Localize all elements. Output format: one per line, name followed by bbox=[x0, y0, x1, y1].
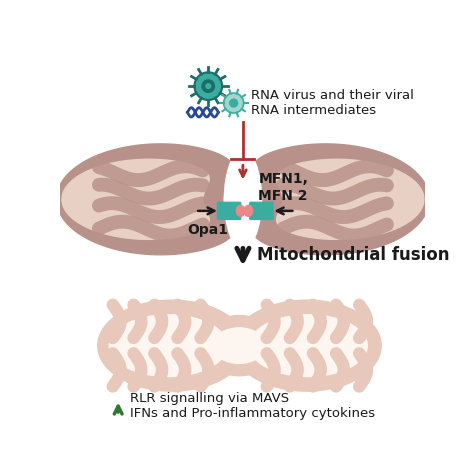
FancyBboxPatch shape bbox=[249, 201, 273, 220]
Ellipse shape bbox=[197, 315, 282, 376]
Text: RNA virus and their viral
RNA intermediates: RNA virus and their viral RNA intermedia… bbox=[251, 89, 414, 117]
Ellipse shape bbox=[212, 327, 266, 364]
FancyBboxPatch shape bbox=[217, 201, 241, 220]
Text: Mitochondrial fusion: Mitochondrial fusion bbox=[257, 246, 449, 264]
Circle shape bbox=[205, 83, 211, 89]
Ellipse shape bbox=[236, 205, 246, 217]
Polygon shape bbox=[277, 159, 424, 239]
Ellipse shape bbox=[97, 300, 247, 392]
Ellipse shape bbox=[232, 300, 382, 392]
Polygon shape bbox=[62, 159, 209, 239]
Circle shape bbox=[229, 99, 238, 108]
Ellipse shape bbox=[224, 149, 262, 249]
Circle shape bbox=[201, 79, 215, 93]
Circle shape bbox=[224, 93, 244, 113]
Text: MFN1,
MFN 2: MFN1, MFN 2 bbox=[258, 173, 308, 202]
Ellipse shape bbox=[109, 314, 228, 377]
Ellipse shape bbox=[249, 314, 368, 377]
Circle shape bbox=[194, 72, 222, 100]
Text: Opa1: Opa1 bbox=[188, 223, 228, 237]
Polygon shape bbox=[252, 144, 429, 255]
Ellipse shape bbox=[243, 205, 253, 217]
Text: RLR signalling via MAVS
IFNs and Pro-inflammatory cytokines: RLR signalling via MAVS IFNs and Pro-inf… bbox=[130, 392, 375, 420]
Polygon shape bbox=[56, 144, 234, 255]
